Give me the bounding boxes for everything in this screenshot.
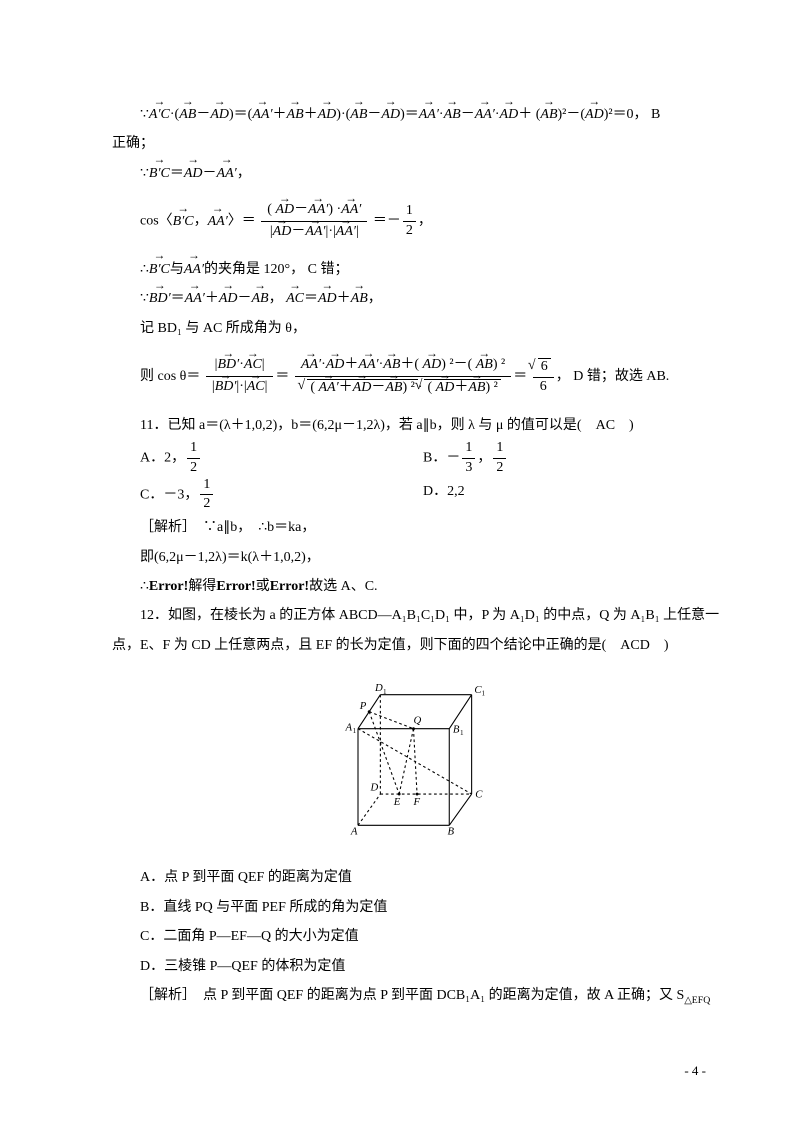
q11-opt-c: C．－3，12 — [140, 477, 423, 514]
q11-opt-a: A．2，12 — [140, 440, 423, 477]
q11-sol-2: 即(6,2μ－1,2λ)＝k(λ＋1,0,2)， — [112, 543, 706, 572]
svg-text:E: E — [393, 796, 401, 808]
svg-text:B: B — [447, 825, 454, 837]
svg-text:1: 1 — [481, 690, 485, 698]
q11-sol-1: ［解析］ ∵a∥b， ∴b＝ka， — [112, 513, 706, 542]
svg-text:F: F — [412, 796, 420, 808]
para-2: ∵B′C＝AD－AA′， — [112, 159, 706, 188]
svg-text:1: 1 — [353, 727, 357, 735]
svg-text:1: 1 — [460, 729, 464, 737]
svg-text:D: D — [370, 782, 379, 794]
q11-opt-b: B．－13，12 — [423, 440, 706, 477]
para-7: 则 cos θ＝ |BD′·AC| |BD′|·|AC| ＝ AA′·AD＋AA… — [112, 355, 706, 399]
q11-options-row1: A．2，12 B．－13，12 — [112, 440, 706, 477]
q12-sol: ［解析］ 点 P 到平面 QEF 的距离为点 P 到平面 DCB₁A₁ 的距离为… — [112, 981, 706, 1011]
svg-text:A: A — [350, 825, 358, 837]
svg-text:1: 1 — [383, 688, 387, 696]
svg-text:Q: Q — [413, 714, 421, 726]
svg-text:A: A — [344, 722, 352, 734]
para-5: ∵BD′＝AA′＋AD－AB， AC＝AD＋AB， — [112, 284, 706, 313]
svg-text:P: P — [359, 700, 367, 712]
svg-text:D: D — [374, 682, 383, 694]
q11-sol-3: ∴Error!解得Error!或Error!故选 A、C. — [112, 572, 706, 601]
q11-opt-d: D．2,2 — [423, 477, 706, 514]
para-6: 记 BD₁ 与 AC 所成角为 θ， — [112, 314, 706, 343]
q11-options-row2: C．－3，12 D．2,2 — [112, 477, 706, 514]
q11-stem: 11．已知 a＝(λ＋1,0,2)，b＝(6,2μ－1,2λ)，若 a∥b，则 … — [112, 411, 706, 440]
svg-text:B: B — [453, 723, 460, 735]
para-1: ∵A′C·(AB－AD)＝(AA′＋AB＋AD)·(AB－AD)＝AA′·AB－… — [112, 100, 706, 129]
q12-opt-d: D．三棱锥 P—QEF 的体积为定值 — [112, 952, 706, 981]
q12-stem-2: 点，E、F 为 CD 上任意两点，且 EF 的长为定值，则下面的四个结论中正确的… — [112, 631, 706, 660]
q12-opt-c: C．二面角 P—EF—Q 的大小为定值 — [112, 922, 706, 951]
q12-opt-a: A．点 P 到平面 QEF 的距离为定值 — [112, 863, 706, 892]
para-3: cos〈B′C，AA′〉＝ ( AD－AA′) ·AA′ |AD－AA′|·|A… — [112, 200, 706, 243]
svg-text:C: C — [475, 789, 483, 801]
page-content: ∵A′C·(AB－AD)＝(AA′＋AB＋AD)·(AB－AD)＝AA′·AB－… — [0, 0, 794, 1071]
q12-opt-b: B．直线 PQ 与平面 PEF 所成的角为定值 — [112, 893, 706, 922]
cube-figure: AB CD A1 B1 C1 D1 PQ EF — [112, 666, 706, 857]
q12-stem-1: 12．如图，在棱长为 a 的正方体 ABCD—A₁B₁C₁D₁ 中，P 为 A₁… — [112, 601, 706, 630]
page-number: - 4 - — [684, 1063, 706, 1079]
